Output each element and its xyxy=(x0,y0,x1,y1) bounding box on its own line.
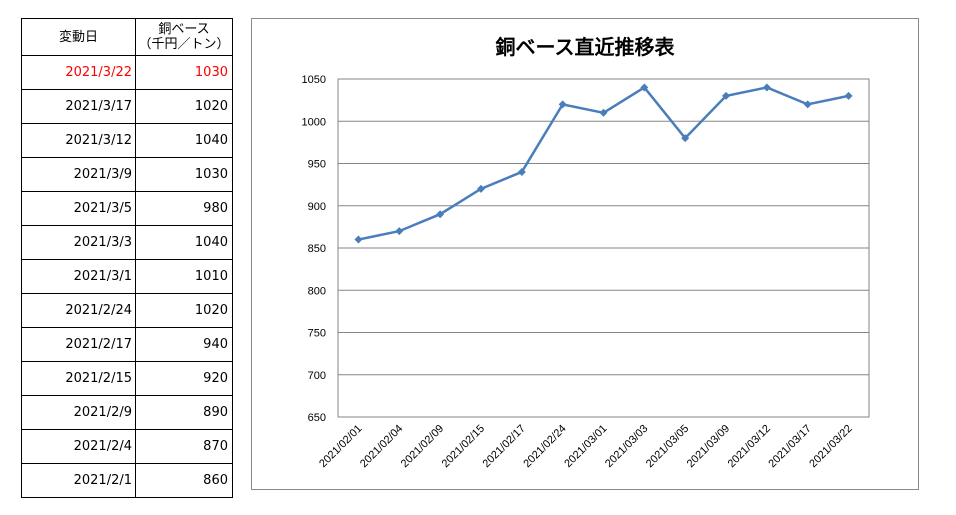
x-tick-label: 2021/03/05 xyxy=(644,423,691,470)
row-value: 1040 xyxy=(135,225,233,260)
row-date: 2021/2/15 xyxy=(21,361,136,396)
row-value: 940 xyxy=(135,327,233,362)
table-row: 2021/3/12 1040 xyxy=(21,123,233,158)
row-date: 2021/3/1 xyxy=(21,259,136,294)
table-row: 2021/2/17 940 xyxy=(21,327,233,362)
x-tick-label: 2021/03/09 xyxy=(685,423,732,470)
row-date: 2021/2/9 xyxy=(21,395,136,430)
series-group xyxy=(354,83,853,244)
chart-title: 銅ベース直近推移表 xyxy=(496,35,676,59)
y-tick-label: 800 xyxy=(308,285,326,297)
row-value: 1040 xyxy=(135,123,233,158)
data-point xyxy=(681,134,690,143)
x-tick-label: 2021/02/24 xyxy=(521,423,568,470)
table-row: 2021/3/9 1030 xyxy=(21,157,233,192)
chart-area xyxy=(251,18,919,490)
row-value: 920 xyxy=(135,361,233,396)
data-point xyxy=(640,83,649,92)
data-point xyxy=(558,100,567,109)
data-point xyxy=(803,100,812,109)
y-axis-ticks: 650 700 750 800 850 900 950 1000 1050 xyxy=(302,74,326,424)
row-date: 2021/2/4 xyxy=(21,429,136,464)
row-value: 890 xyxy=(135,395,233,430)
table-row: 2021/3/3 1040 xyxy=(21,225,233,260)
header-value-line2: （千円／トン） xyxy=(138,37,230,52)
x-tick-label: 2021/03/17 xyxy=(766,423,813,470)
grid-lines xyxy=(337,78,870,418)
table-header-row: 変動日 銅ベース （千円／トン） xyxy=(21,18,233,56)
y-tick-label: 1050 xyxy=(302,74,326,86)
row-date: 2021/2/17 xyxy=(21,327,136,362)
x-tick-label: 2021/03/03 xyxy=(603,423,650,470)
row-value: 980 xyxy=(135,191,233,226)
table-row: 2021/2/1 860 xyxy=(21,463,233,498)
table-row: 2021/2/24 1020 xyxy=(21,293,233,328)
table-row: 2021/3/5 980 xyxy=(21,191,233,226)
row-value: 870 xyxy=(135,429,233,464)
row-value: 1020 xyxy=(135,293,233,328)
header-date: 変動日 xyxy=(21,18,136,56)
row-value: 860 xyxy=(135,463,233,498)
header-value-line1: 銅ベース xyxy=(158,22,210,37)
x-tick-label: 2021/02/01 xyxy=(317,423,364,470)
table-row: 2021/3/1 1010 xyxy=(21,259,233,294)
plot-border xyxy=(337,78,870,418)
data-point xyxy=(395,227,404,236)
data-point xyxy=(517,167,526,176)
table-row: 2021/2/9 890 xyxy=(21,395,233,430)
data-point xyxy=(722,91,731,100)
y-tick-label: 650 xyxy=(308,412,326,424)
y-tick-label: 750 xyxy=(308,328,326,340)
table-body: 2021/3/22 1030 2021/3/17 1020 2021/3/12 1040 2… xyxy=(21,55,233,498)
x-tick-label: 2021/02/09 xyxy=(399,423,446,470)
x-axis-ticks: 2021/02/012021/02/042021/02/092021/02/15… xyxy=(317,423,855,470)
x-tick-label: 2021/02/17 xyxy=(481,423,528,470)
table-row: 2021/3/22 1030 xyxy=(21,55,233,90)
y-tick-label: 1000 xyxy=(302,116,326,128)
row-date: 2021/3/12 xyxy=(21,123,136,158)
data-point xyxy=(436,210,445,219)
row-value: 1020 xyxy=(135,89,233,124)
data-point xyxy=(354,235,363,244)
row-date: 2021/2/24 xyxy=(21,293,136,328)
table-row: 2021/2/4 870 xyxy=(21,429,233,464)
y-tick-label: 900 xyxy=(308,201,326,213)
table-row: 2021/3/17 1020 xyxy=(21,89,233,124)
x-tick-label: 2021/02/04 xyxy=(358,423,405,470)
row-value: 1030 xyxy=(135,157,233,192)
x-tick-label: 2021/03/01 xyxy=(562,423,609,470)
data-point xyxy=(844,91,853,100)
row-date: 2021/2/1 xyxy=(21,463,136,498)
x-tick-label: 2021/02/15 xyxy=(440,423,487,470)
header-value: 銅ベース （千円／トン） xyxy=(135,18,233,56)
row-value: 1010 xyxy=(135,259,233,294)
row-date: 2021/3/17 xyxy=(21,89,136,124)
y-tick-label: 850 xyxy=(308,243,326,255)
data-point xyxy=(762,83,771,92)
row-date: 2021/3/3 xyxy=(21,225,136,260)
y-tick-label: 950 xyxy=(308,159,326,171)
price-table: 変動日 銅ベース （千円／トン） 2021/3/22 1030 2021/3/17 1… xyxy=(21,18,233,498)
x-tick-label: 2021/03/22 xyxy=(807,423,854,470)
x-tick-label: 2021/03/12 xyxy=(726,423,773,470)
table-row: 2021/2/15 920 xyxy=(21,361,233,396)
line-chart: 銅ベース直近推移表 65070075080085090095010001050 … xyxy=(302,35,870,470)
data-point xyxy=(476,184,485,193)
row-date: 2021/3/9 xyxy=(21,157,136,192)
row-value: 1030 xyxy=(135,55,233,90)
row-date: 2021/3/22 xyxy=(21,55,136,90)
row-date: 2021/3/5 xyxy=(21,191,136,226)
y-tick-label: 700 xyxy=(308,370,326,382)
data-point xyxy=(599,108,608,117)
